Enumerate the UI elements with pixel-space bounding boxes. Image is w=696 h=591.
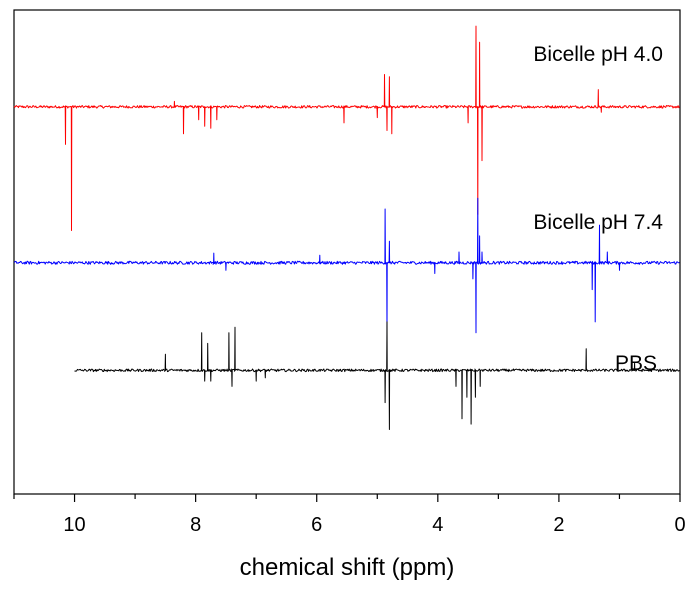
series-line-bicelle-ph-7-4 xyxy=(13,197,680,334)
series-label-bicelle-ph-4-0: Bicelle pH 4.0 xyxy=(533,43,663,66)
x-tick-label-4: 4 xyxy=(432,514,443,536)
series-line-pbs xyxy=(74,321,680,430)
series-label-pbs: PBS xyxy=(615,352,657,375)
x-tick-label-2: 2 xyxy=(553,514,564,536)
x-axis-tick-labels: 10 8 6 4 2 0 xyxy=(63,514,685,536)
x-tick-label-10: 10 xyxy=(63,514,85,536)
series-label-bicelle-ph-7-4: Bicelle pH 7.4 xyxy=(533,211,663,234)
x-axis-ticks xyxy=(13,494,681,502)
spectra-traces xyxy=(13,25,680,430)
series-line-bicelle-ph-4-0 xyxy=(13,25,680,231)
x-tick-label-8: 8 xyxy=(190,514,201,536)
plot-frame xyxy=(13,9,681,495)
x-tick-label-6: 6 xyxy=(311,514,322,536)
x-axis-title: chemical shift (ppm) xyxy=(240,554,455,581)
x-tick-label-0: 0 xyxy=(674,514,685,536)
